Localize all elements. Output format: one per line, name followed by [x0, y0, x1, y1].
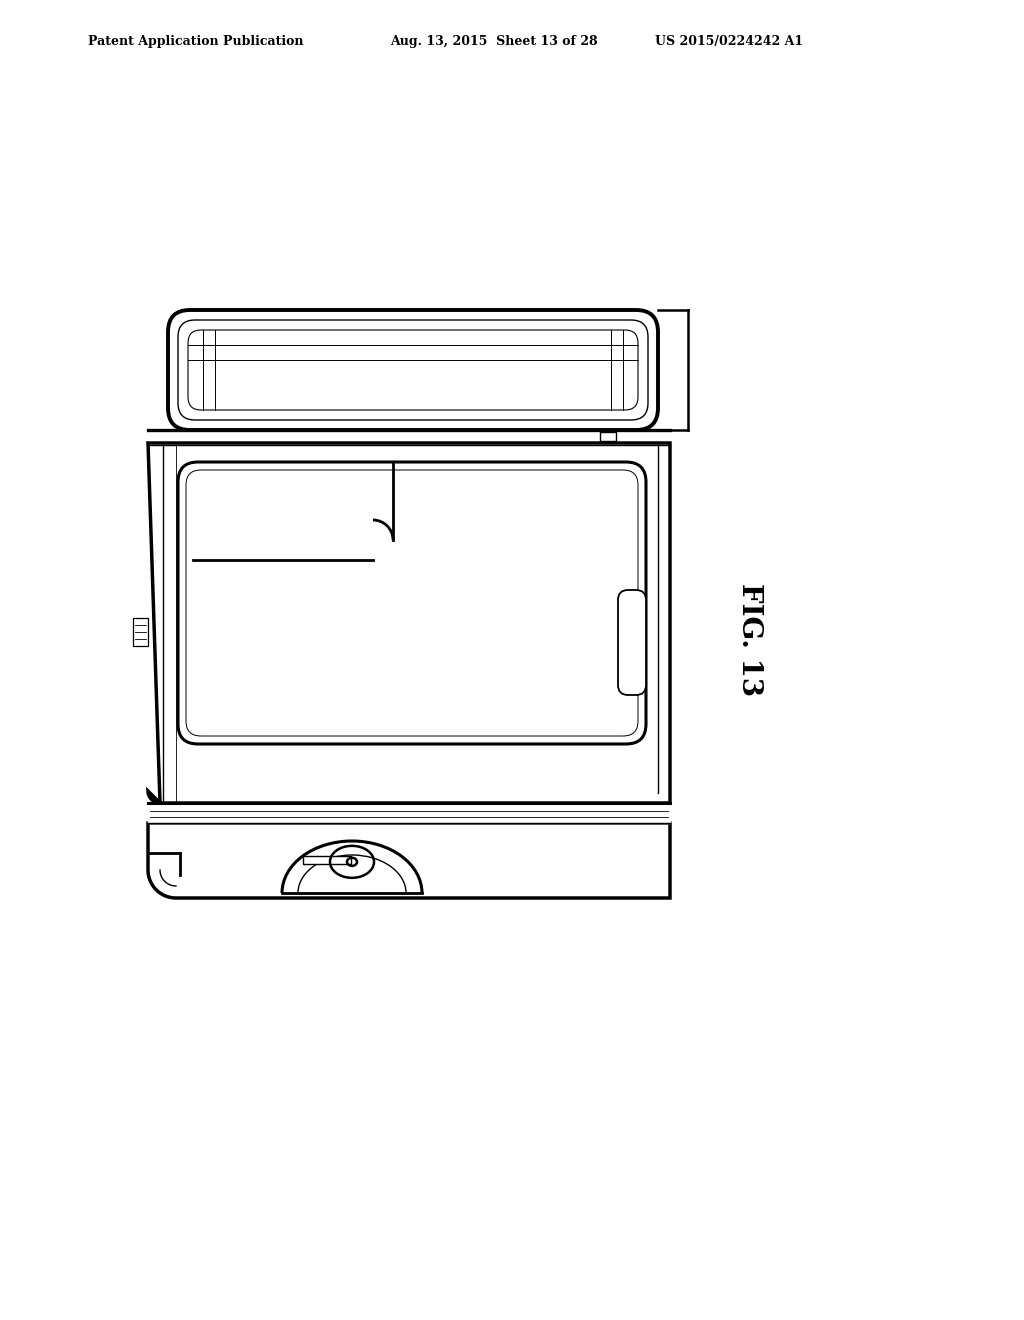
FancyBboxPatch shape [168, 310, 658, 430]
Polygon shape [148, 444, 670, 803]
FancyBboxPatch shape [178, 462, 646, 744]
Text: US 2015/0224242 A1: US 2015/0224242 A1 [655, 36, 803, 49]
Bar [133, 618, 148, 645]
FancyBboxPatch shape [186, 470, 638, 737]
Text: Aug. 13, 2015  Sheet 13 of 28: Aug. 13, 2015 Sheet 13 of 28 [390, 36, 598, 49]
FancyBboxPatch shape [178, 319, 648, 420]
Text: Patent Application Publication: Patent Application Publication [88, 36, 303, 49]
Bar [303, 855, 351, 865]
Bar [600, 432, 616, 441]
Text: FIG. 13: FIG. 13 [736, 583, 764, 697]
FancyBboxPatch shape [618, 590, 646, 696]
FancyBboxPatch shape [188, 330, 638, 411]
Polygon shape [148, 822, 670, 898]
